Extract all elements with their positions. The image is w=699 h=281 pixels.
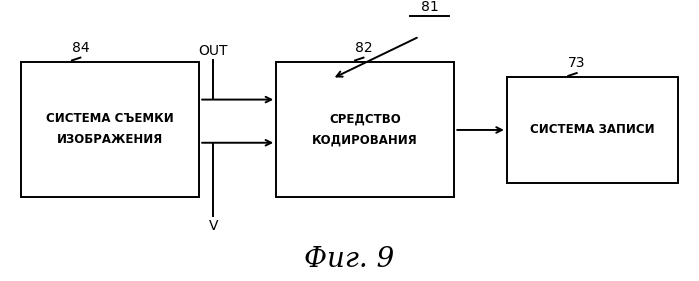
Bar	[276, 62, 454, 197]
Text: 82: 82	[354, 41, 373, 55]
Text: Фиг. 9: Фиг. 9	[304, 246, 395, 273]
Text: 73: 73	[568, 56, 586, 70]
Text: СИСТЕМА ЗАПИСИ: СИСТЕМА ЗАПИСИ	[530, 123, 655, 137]
Text: 84: 84	[71, 41, 89, 55]
Text: V: V	[208, 219, 218, 233]
Text: OUT: OUT	[199, 44, 228, 58]
Bar	[507, 77, 678, 183]
Text: СРЕДСТВО
КОДИРОВАНИЯ: СРЕДСТВО КОДИРОВАНИЯ	[312, 112, 418, 146]
Text: 81: 81	[421, 0, 439, 14]
Text: СИСТЕМА СЪЕМКИ
ИЗОБРАЖЕНИЯ: СИСТЕМА СЪЕМКИ ИЗОБРАЖЕНИЯ	[46, 112, 174, 146]
Bar	[21, 62, 199, 197]
